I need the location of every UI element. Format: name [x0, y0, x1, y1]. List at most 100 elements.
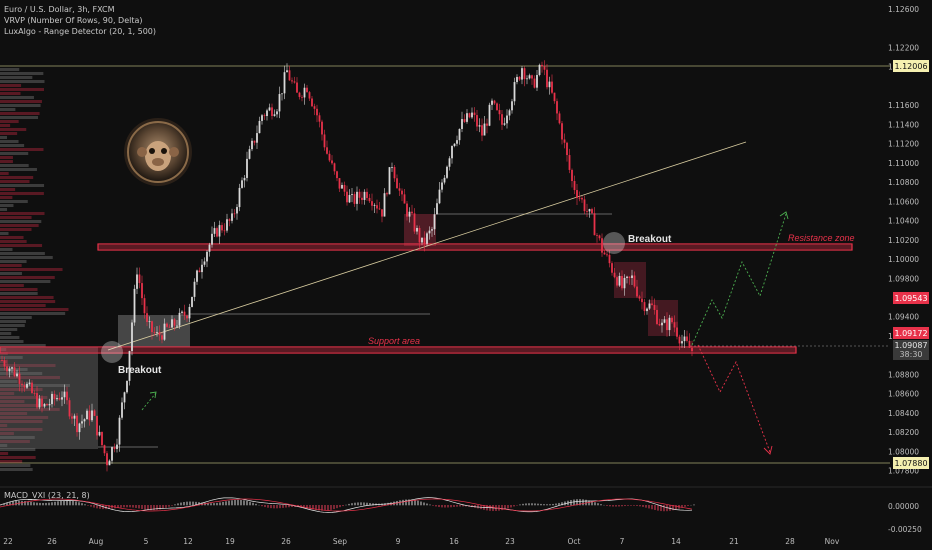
- volume-profile-bar: [0, 376, 60, 379]
- volume-profile-bar: [0, 440, 30, 443]
- candle-body: [678, 336, 681, 344]
- range-box-aug: [118, 315, 190, 347]
- macd-histogram-bar: [579, 499, 581, 506]
- macd-histogram-bar: [90, 505, 92, 507]
- candle-body: [261, 115, 263, 121]
- y-tick-label: 1.10400: [888, 217, 919, 226]
- tag-level-red: 1.09172: [894, 329, 927, 338]
- macd-histogram-bar: [681, 505, 683, 508]
- candle-body: [536, 74, 538, 88]
- volume-profile-bar: [0, 116, 39, 119]
- macd-histogram-bar: [609, 505, 611, 507]
- candle-body: [421, 237, 423, 243]
- volume-profile-bar: [0, 236, 24, 239]
- time-axis[interactable]: 22 26 Aug 5 12 19 26 Sep 9 16 23 Oct 7 14 21 28 Nov: [3, 537, 840, 546]
- volume-profile-bar: [0, 372, 43, 375]
- candle-body: [293, 81, 296, 83]
- candle-body: [18, 373, 21, 384]
- candle-body: [183, 311, 186, 316]
- macd-histogram-bar: [42, 503, 44, 506]
- candle-body: [526, 78, 528, 80]
- macd-histogram-bar: [9, 502, 11, 506]
- macd-histogram-bar: [651, 505, 653, 510]
- candle-body: [676, 327, 678, 337]
- macd-histogram-bar: [162, 505, 164, 509]
- macd-histogram-bar: [60, 500, 62, 506]
- candle-body: [256, 133, 258, 143]
- breakout-circle-right: [603, 232, 625, 254]
- candle-body: [58, 398, 61, 400]
- candle-body: [561, 123, 563, 140]
- macd-histogram-bar: [87, 505, 89, 506]
- candle-body: [66, 391, 68, 401]
- macd-histogram-bar: [405, 499, 407, 506]
- macd-histogram-bar: [573, 499, 575, 506]
- candle-body: [336, 171, 338, 179]
- volume-profile-bar: [0, 124, 11, 127]
- legend-indicator-range[interactable]: LuxAlgo - Range Detector (20, 1, 500): [4, 27, 157, 36]
- macd-histogram-bar: [249, 501, 251, 506]
- x-tick-label: 14: [671, 537, 681, 546]
- volume-profile-bar: [0, 164, 29, 167]
- candle-body: [291, 80, 293, 82]
- candle-body: [28, 382, 31, 384]
- candle-body: [406, 203, 408, 217]
- macd-histogram-bar: [672, 505, 674, 511]
- candle-body: [423, 237, 426, 244]
- candle-body: [596, 235, 598, 237]
- macd-histogram-bar: [498, 505, 500, 511]
- candle-body: [376, 205, 378, 209]
- macd-histogram-bar: [354, 502, 356, 506]
- candle-body: [96, 415, 98, 436]
- candle-body: [138, 274, 141, 284]
- volume-profile-bar: [0, 284, 24, 287]
- breakout-circle-left: [101, 341, 123, 363]
- macd-histogram-bar: [666, 505, 668, 512]
- macd-histogram-bar: [438, 505, 440, 508]
- candle-body: [581, 197, 583, 200]
- candle-body: [583, 199, 586, 212]
- volume-profile-bar: [0, 288, 38, 291]
- candle-body: [608, 254, 611, 264]
- candle-body: [538, 64, 541, 75]
- volume-profile-bar: [0, 156, 13, 159]
- candle-body: [131, 322, 133, 352]
- volume-profile-bar: [0, 312, 66, 315]
- volume-profile-bar: [0, 256, 53, 259]
- macd-histogram-bar: [426, 503, 428, 506]
- candle-body: [303, 87, 306, 98]
- macd-histogram-bar: [321, 505, 323, 511]
- volume-profile-bar: [0, 172, 9, 175]
- legend-symbol[interactable]: Euro / U.S. Dollar, 3h, FXCM: [4, 5, 115, 14]
- volume-profile-bar: [0, 280, 51, 283]
- volume-profile-bar: [0, 320, 26, 323]
- candle-body: [353, 194, 356, 204]
- candle-body: [176, 325, 178, 327]
- candle-body: [198, 270, 201, 273]
- macd-histogram-bar: [585, 499, 587, 506]
- candle-body: [203, 261, 206, 265]
- macd-histogram-bar: [684, 505, 686, 507]
- volume-profile-bar: [0, 84, 22, 87]
- candle-body: [71, 416, 73, 419]
- candle-body: [51, 393, 53, 405]
- candle-body: [648, 303, 651, 309]
- macd-histogram-bar: [429, 504, 431, 506]
- macd-tick-label: -0.00250: [888, 525, 922, 534]
- macd-histogram-bar: [267, 505, 269, 508]
- candle-body: [108, 460, 111, 466]
- candle-body: [606, 254, 608, 256]
- candle-body: [236, 207, 238, 214]
- candle-body: [248, 149, 251, 159]
- candle-body: [331, 160, 333, 164]
- legend-indicator-vrvp[interactable]: VRVP (Number Of Rows, 90, Delta): [4, 16, 143, 25]
- macd-histogram-bar: [96, 505, 98, 509]
- candle-body: [76, 415, 78, 433]
- volume-profile-bar: [0, 324, 25, 327]
- macd-histogram-bar: [105, 505, 107, 510]
- volume-profile-bar: [0, 384, 70, 387]
- macd-histogram-bar: [69, 500, 71, 506]
- volume-profile-bar: [0, 268, 63, 271]
- volume-profile-bar: [0, 76, 33, 79]
